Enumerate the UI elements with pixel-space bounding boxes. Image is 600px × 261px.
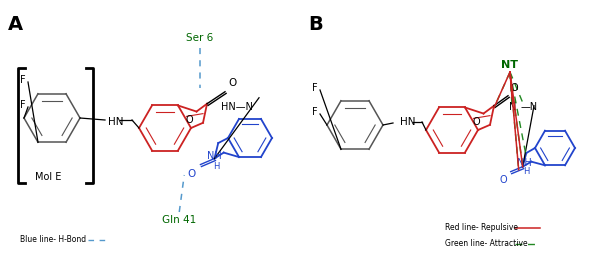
Text: B: B xyxy=(308,15,323,34)
Text: NH: NH xyxy=(207,151,221,161)
Text: O: O xyxy=(499,175,506,185)
Text: F: F xyxy=(313,107,318,117)
Text: O: O xyxy=(185,115,193,124)
Text: NT: NT xyxy=(502,60,518,70)
Text: HN: HN xyxy=(108,117,124,127)
Text: Blue line- H-Bond: Blue line- H-Bond xyxy=(20,235,86,245)
Text: HN—N: HN—N xyxy=(221,102,253,112)
Text: Red line- Repulsive: Red line- Repulsive xyxy=(445,223,518,233)
Text: H: H xyxy=(523,167,530,176)
Text: N: N xyxy=(509,102,517,112)
Text: F: F xyxy=(313,83,318,93)
Text: F: F xyxy=(20,100,26,110)
Text: —N: —N xyxy=(520,102,537,112)
Text: A: A xyxy=(8,15,23,34)
Text: Gln 41: Gln 41 xyxy=(162,215,196,225)
Text: H: H xyxy=(213,162,220,171)
Text: O: O xyxy=(187,169,196,179)
Text: F: F xyxy=(20,75,26,85)
Text: NH: NH xyxy=(517,158,532,168)
Text: O: O xyxy=(472,116,480,127)
Text: Ser 6: Ser 6 xyxy=(187,33,214,43)
Text: Mol E: Mol E xyxy=(35,172,61,182)
Text: Green line- Attractive: Green line- Attractive xyxy=(445,240,527,248)
Text: O: O xyxy=(228,78,236,88)
Text: O: O xyxy=(510,83,518,93)
Text: HN: HN xyxy=(400,117,415,127)
